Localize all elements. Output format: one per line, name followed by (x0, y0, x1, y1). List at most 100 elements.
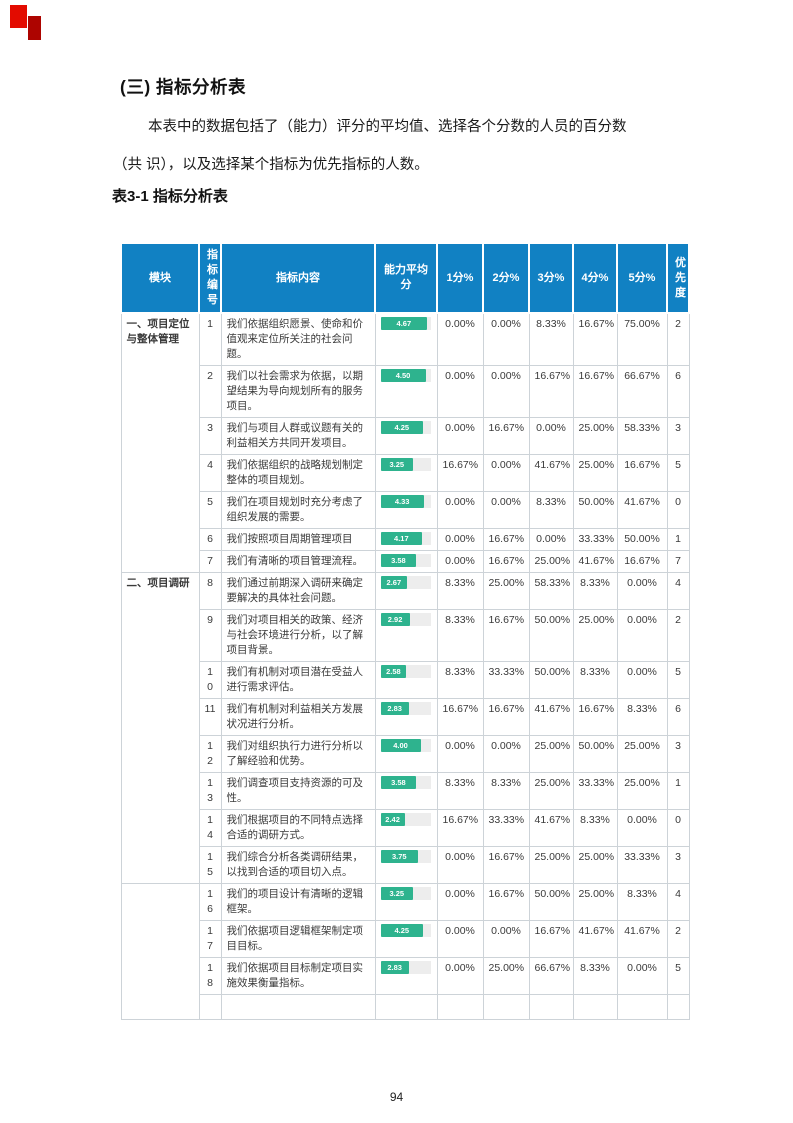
intro-paragraph: 本表中的数据包括了（能力）评分的平均值、选择各个分数的人员的百分数 （共 识），… (113, 108, 679, 184)
percent-cell: 25.00% (482, 572, 530, 610)
percent-cell: 16.67% (482, 609, 530, 662)
indicator-number-cell: 17 (198, 920, 222, 958)
percent-cell: 33.33% (482, 809, 530, 847)
indicator-content-cell: 我们依据组织的战略规划制定整体的项目规划。 (220, 454, 376, 492)
percent-cell: 25.00% (572, 454, 618, 492)
avg-score-cell: 4.67 (374, 312, 438, 366)
percent-cell: 41.67% (572, 920, 618, 958)
indicator-number-cell: 16 (198, 883, 222, 921)
score-bar-fill: 3.58 (380, 776, 417, 789)
percent-cell: 0.00% (528, 417, 574, 455)
indicator-number-cell: 14 (198, 809, 222, 847)
column-header-score3: 3分% (528, 242, 574, 314)
avg-score-cell: 4.33 (374, 491, 438, 529)
priority-cell: 2 (666, 609, 690, 662)
avg-score-cell: 2.92 (374, 609, 438, 662)
indicator-row: 18 我们依据项目目标制定项目实施效果衡量指标。 2.83 0.00% 25.00% 66… (121, 957, 690, 995)
indicator-row: 11 我们有机制对利益相关方发展状况进行分析。 2.83 16.67% 16.67% 41… (121, 698, 690, 736)
percent-cell: 8.33% (436, 609, 484, 662)
indicator-content-cell (220, 994, 376, 1020)
percent-cell: 33.33% (572, 528, 618, 551)
percent-cell: 0.00% (436, 957, 484, 995)
score-bar-track: 4.00 (380, 739, 431, 752)
indicator-content-cell: 我们依据组织愿景、使命和价值观来定位所关注的社会问题。 (220, 312, 376, 366)
indicator-row: 15 我们综合分析各类调研结果，以找到合适的项目切入点。 3.75 0.00% 16.6… (121, 846, 690, 884)
module-name-cell (120, 883, 200, 1020)
priority-cell: 1 (666, 528, 690, 551)
score-bar-fill: 4.33 (380, 495, 424, 508)
avg-score-cell: 4.17 (374, 528, 438, 551)
percent-cell: 16.67% (436, 809, 484, 847)
percent-cell: 25.00% (528, 772, 574, 810)
column-header-score4: 4分% (572, 242, 618, 314)
percent-cell: 25.00% (572, 883, 618, 921)
indicator-number-cell: 18 (198, 957, 222, 995)
percent-cell: 16.67% (572, 365, 618, 418)
percent-cell: 33.33% (616, 846, 668, 884)
percent-cell: 0.00% (482, 454, 530, 492)
percent-cell: 41.67% (528, 698, 574, 736)
percent-cell: 0.00% (436, 417, 484, 455)
percent-cell: 0.00% (436, 883, 484, 921)
percent-cell: 8.33% (528, 312, 574, 366)
percent-cell: 33.33% (572, 772, 618, 810)
percent-cell: 25.00% (572, 609, 618, 662)
percent-cell: 0.00% (616, 572, 668, 610)
avg-score-cell (374, 994, 438, 1020)
percent-cell: 16.67% (616, 454, 668, 492)
indicator-row: 二、项目调研 8 我们通过前期深入调研来确定要解决的具体社会问题。 2.67 8.33%… (120, 572, 690, 884)
table-caption: 表3-1 指标分析表 (112, 188, 228, 205)
avg-score-cell: 2.83 (374, 957, 438, 995)
score-bar-track: 3.58 (380, 776, 431, 789)
indicator-number-cell: 8 (198, 572, 222, 610)
indicator-number-cell: 7 (198, 550, 222, 573)
indicator-analysis-table: 模块 指标编号 指标内容 能力平均分 1分% 2分% 3分% 4分% 5分% 优… (120, 242, 690, 1020)
priority-cell: 6 (666, 698, 690, 736)
indicator-number-cell: 2 (198, 365, 222, 418)
percent-cell: 50.00% (572, 735, 618, 773)
column-header-priority: 优先度 (666, 242, 690, 314)
indicator-row: 10 我们有机制对项目潜在受益人进行需求评估。 2.58 8.33% 33.33% 50.… (121, 661, 690, 699)
table-header: 模块 指标编号 指标内容 能力平均分 1分% 2分% 3分% 4分% 5分% 优… (120, 242, 690, 314)
percent-cell (572, 994, 618, 1020)
percent-cell: 50.00% (572, 491, 618, 529)
percent-cell: 25.00% (528, 550, 574, 573)
indicator-number-cell: 12 (198, 735, 222, 773)
indicator-content-cell: 我们按照项目周期管理项目 (220, 528, 376, 551)
percent-cell: 0.00% (436, 920, 484, 958)
module-name-cell: 二、项目调研 (120, 572, 200, 884)
column-header-indicator-no: 指标编号 (198, 242, 222, 314)
avg-score-cell: 2.67 (374, 572, 438, 610)
percent-cell: 25.00% (616, 772, 668, 810)
score-bar-fill: 4.25 (380, 421, 423, 434)
score-bar-track: 4.25 (380, 924, 431, 937)
percent-cell: 0.00% (482, 491, 530, 529)
indicator-row: 7 我们有清晰的项目管理流程。 3.58 0.00% 16.67% 25.00% 41.67… (121, 550, 690, 573)
score-bar-fill: 2.67 (380, 576, 408, 589)
score-bar-fill: 4.25 (380, 924, 423, 937)
percent-cell: 0.00% (482, 365, 530, 418)
percent-cell: 58.33% (528, 572, 574, 610)
percent-cell: 16.67% (572, 698, 618, 736)
indicator-content-cell: 我们有机制对利益相关方发展状况进行分析。 (220, 698, 376, 736)
score-bar-track: 2.67 (380, 576, 431, 589)
percent-cell: 0.00% (616, 609, 668, 662)
avg-score-cell: 4.25 (374, 417, 438, 455)
percent-cell: 0.00% (616, 957, 668, 995)
priority-cell: 5 (666, 661, 690, 699)
percent-cell: 41.67% (528, 809, 574, 847)
indicator-content-cell: 我们综合分析各类调研结果，以找到合适的项目切入点。 (220, 846, 376, 884)
indicator-number-cell: 15 (198, 846, 222, 884)
score-bar-track: 4.50 (380, 369, 431, 382)
indicator-content-cell: 我们依据项目目标制定项目实施效果衡量指标。 (220, 957, 376, 995)
percent-cell: 0.00% (528, 528, 574, 551)
percent-cell: 50.00% (528, 883, 574, 921)
avg-score-cell: 4.50 (374, 365, 438, 418)
analysis-table-body: 一、项目定位与整体管理 1 我们依据组织愿景、使命和价值观来定位所关注的社会问题。 4… (120, 312, 690, 1020)
indicator-number-cell: 10 (198, 661, 222, 699)
score-bar-track: 3.58 (380, 554, 431, 567)
indicator-content-cell: 我们调查项目支持资源的可及性。 (220, 772, 376, 810)
indicator-row: 13 我们调查项目支持资源的可及性。 3.58 8.33% 8.33% 25.00% 33.… (121, 772, 690, 810)
priority-cell: 6 (666, 365, 690, 418)
